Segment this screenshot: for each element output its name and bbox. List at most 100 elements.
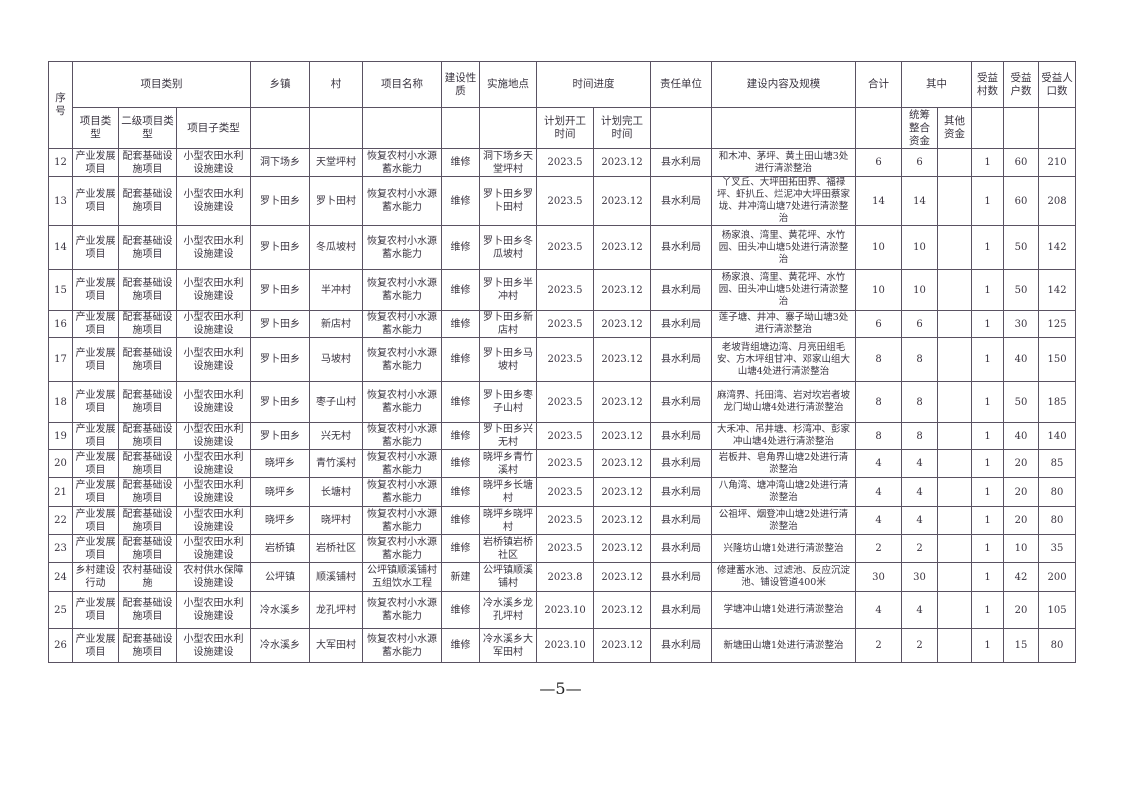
cell-other (937, 449, 973, 478)
cell-other (937, 176, 973, 226)
cell-location: 罗卜田乡冬瓜坡村 (479, 225, 538, 270)
header-other: 其他资金 (937, 107, 973, 149)
cell-content: 老坡背组塘边湾、月亮田组毛安、方木坪组甘冲、邓家山组大山塘4处进行清淤整治 (711, 337, 857, 382)
cell-households: 60 (1003, 176, 1040, 226)
table-row: 23 产业发展项目 配套基础设施项目 小型农田水利设施建设 岩桥镇 岩桥社区 恢复农村小水源… (48, 534, 1077, 563)
cell-total: 6 (855, 148, 903, 177)
cell-households: 20 (1003, 506, 1040, 535)
cell-content: 兴隆坊山塘1处进行清淤整治 (711, 534, 857, 563)
cell-village: 枣子山村 (309, 381, 364, 423)
cell-unit: 县水利局 (650, 628, 713, 663)
cell-nature: 维修 (441, 591, 481, 629)
cell-content: 学塘冲山塘1处进行清淤整治 (711, 591, 857, 629)
cell-content: 麻湾界、托田湾、岩对坎岩者坡龙门坳山塘4处进行清淤整治 (711, 381, 857, 423)
cell-village: 长塘村 (309, 477, 364, 507)
cell-type: 产业发展项目 (72, 148, 119, 177)
cell-level2: 农村基础设施 (118, 562, 177, 592)
cell-population: 142 (1038, 225, 1077, 270)
header-total: 合计 (855, 61, 903, 108)
cell-other (937, 422, 973, 450)
cell-integrated: 30 (901, 562, 939, 592)
cell-unit: 县水利局 (650, 148, 713, 177)
cell-subtype: 小型农田水利设施建设 (175, 310, 252, 338)
cell-population: 80 (1038, 477, 1077, 507)
cell-level2: 配套基础设施项目 (118, 628, 177, 663)
cell-population: 125 (1038, 310, 1077, 338)
cell-township: 罗卜田乡 (250, 269, 311, 311)
cell-integrated: 4 (901, 449, 939, 478)
cell-name: 恢复农村小水源蓄水能力 (362, 534, 443, 563)
cell-village: 罗卜田村 (309, 176, 364, 226)
cell-unit: 县水利局 (650, 591, 713, 629)
table-row: 15 产业发展项目 配套基础设施项目 小型农田水利设施建设 罗卜田乡 半冲村 恢复农村小水源… (48, 269, 1077, 311)
cell-population: 140 (1038, 422, 1077, 450)
cell-total: 30 (855, 562, 903, 592)
cell-nature: 维修 (441, 225, 481, 270)
cell-content: 莲子塘、井冲、寨子坳山塘3处进行清淤整治 (711, 310, 857, 338)
cell-start: 2023.5 (536, 225, 595, 270)
cell-other (937, 148, 973, 177)
cell-subtype: 小型农田水利设施建设 (175, 225, 252, 270)
header-seq: 序号 (48, 61, 73, 149)
cell-population: 80 (1038, 506, 1077, 535)
cell-total: 4 (855, 506, 903, 535)
cell-total: 2 (855, 628, 903, 663)
cell-content: 岩板井、皂角界山塘2处进行清淤整治 (711, 449, 857, 478)
cell-location: 罗卜田乡半冲村 (479, 269, 538, 311)
cell-end: 2023.12 (593, 591, 652, 629)
header-of-which: 其中 (901, 61, 973, 108)
cell-level2: 配套基础设施项目 (118, 506, 177, 535)
cell-unit: 县水利局 (650, 176, 713, 226)
cell-population: 200 (1038, 562, 1077, 592)
cell-level2: 配套基础设施项目 (118, 337, 177, 382)
cell-name: 恢复农村小水源蓄水能力 (362, 310, 443, 338)
cell-nature: 维修 (441, 381, 481, 423)
cell-population: 150 (1038, 337, 1077, 382)
cell-start: 2023.10 (536, 628, 595, 663)
cell-seq: 23 (48, 534, 73, 563)
cell-content: 新塘田山塘1处进行清淤整治 (711, 628, 857, 663)
cell-village: 兴无村 (309, 422, 364, 450)
header-end: 计划完工时间 (593, 107, 652, 149)
cell-name: 恢复农村小水源蓄水能力 (362, 269, 443, 311)
cell-other (937, 628, 973, 663)
cell-villages: 1 (971, 562, 1005, 592)
cell-households: 20 (1003, 591, 1040, 629)
cell-villages: 1 (971, 176, 1005, 226)
cell-content: 大禾冲、吊井塘、杉湾冲、彭家冲山塘4处进行清淤整治 (711, 422, 857, 450)
cell-type: 产业发展项目 (72, 310, 119, 338)
header-type: 项目类型 (72, 107, 119, 149)
cell-village: 天堂坪村 (309, 148, 364, 177)
cell-households: 10 (1003, 534, 1040, 563)
table-row: 12 产业发展项目 配套基础设施项目 小型农田水利设施建设 洞下场乡 天堂坪村 恢复农村小水… (48, 148, 1077, 177)
cell-seq: 18 (48, 381, 73, 423)
cell-seq: 22 (48, 506, 73, 535)
cell-township: 晓坪乡 (250, 477, 311, 507)
cell-content: 杨家浪、湾里、黄花坪、水竹园、田头冲山塘5处进行清淤整治 (711, 225, 857, 270)
cell-total: 8 (855, 337, 903, 382)
cell-end: 2023.12 (593, 269, 652, 311)
cell-seq: 12 (48, 148, 73, 177)
cell-subtype: 小型农田水利设施建设 (175, 381, 252, 423)
cell-nature: 维修 (441, 148, 481, 177)
cell-township: 罗卜田乡 (250, 381, 311, 423)
table-row: 18 产业发展项目 配套基础设施项目 小型农田水利设施建设 罗卜田乡 枣子山村 恢复农村小水… (48, 381, 1077, 423)
cell-other (937, 506, 973, 535)
cell-start: 2023.5 (536, 477, 595, 507)
cell-township: 罗卜田乡 (250, 337, 311, 382)
cell-level2: 配套基础设施项目 (118, 591, 177, 629)
cell-content: 和木冲、茅坪、黄土田山塘3处进行清淤整治 (711, 148, 857, 177)
cell-integrated: 2 (901, 534, 939, 563)
cell-villages: 1 (971, 422, 1005, 450)
cell-nature: 维修 (441, 269, 481, 311)
cell-households: 20 (1003, 449, 1040, 478)
cell-name: 恢复农村小水源蓄水能力 (362, 381, 443, 423)
cell-start: 2023.5 (536, 449, 595, 478)
cell-end: 2023.12 (593, 534, 652, 563)
cell-other (937, 269, 973, 311)
cell-subtype: 小型农田水利设施建设 (175, 269, 252, 311)
cell-seq: 15 (48, 269, 73, 311)
cell-type: 产业发展项目 (72, 422, 119, 450)
cell-unit: 县水利局 (650, 269, 713, 311)
cell-villages: 1 (971, 381, 1005, 423)
